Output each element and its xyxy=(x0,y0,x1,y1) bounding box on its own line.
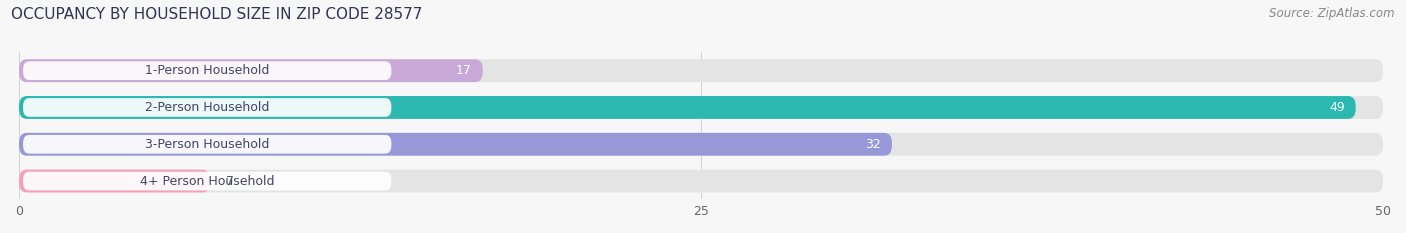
FancyBboxPatch shape xyxy=(22,61,391,80)
Text: 2-Person Household: 2-Person Household xyxy=(145,101,270,114)
FancyBboxPatch shape xyxy=(22,135,391,154)
FancyBboxPatch shape xyxy=(22,172,391,190)
FancyBboxPatch shape xyxy=(20,170,1384,192)
Text: 32: 32 xyxy=(865,138,882,151)
FancyBboxPatch shape xyxy=(20,96,1384,119)
Text: Source: ZipAtlas.com: Source: ZipAtlas.com xyxy=(1270,7,1395,20)
Text: 3-Person Household: 3-Person Household xyxy=(145,138,270,151)
Text: 7: 7 xyxy=(226,175,235,188)
FancyBboxPatch shape xyxy=(22,98,391,117)
Text: 17: 17 xyxy=(456,64,472,77)
FancyBboxPatch shape xyxy=(20,133,891,156)
Text: 4+ Person Household: 4+ Person Household xyxy=(141,175,274,188)
Text: 1-Person Household: 1-Person Household xyxy=(145,64,270,77)
FancyBboxPatch shape xyxy=(20,170,209,192)
Text: OCCUPANCY BY HOUSEHOLD SIZE IN ZIP CODE 28577: OCCUPANCY BY HOUSEHOLD SIZE IN ZIP CODE … xyxy=(11,7,423,22)
FancyBboxPatch shape xyxy=(20,133,1384,156)
FancyBboxPatch shape xyxy=(20,96,1355,119)
FancyBboxPatch shape xyxy=(20,59,482,82)
FancyBboxPatch shape xyxy=(20,59,1384,82)
Text: 49: 49 xyxy=(1329,101,1344,114)
